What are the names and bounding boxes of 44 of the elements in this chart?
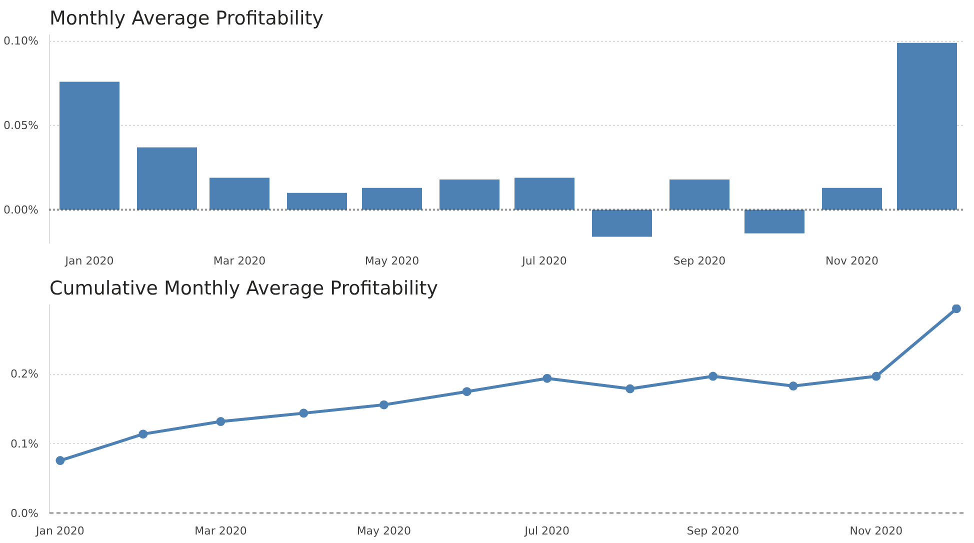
point: [216, 417, 226, 426]
y-tick-label: 0.00%: [4, 203, 39, 216]
point: [138, 430, 148, 439]
bar: [60, 82, 120, 210]
x-tick-label: Jan 2020: [64, 254, 114, 268]
point: [708, 372, 718, 381]
point: [872, 372, 881, 381]
y-tick-label: 0.10%: [4, 34, 39, 48]
y-tick-label: 0.1%: [10, 437, 39, 450]
x-tick-label: Nov 2020: [826, 254, 878, 268]
x-tick-label: May 2020: [364, 254, 420, 268]
bar: [440, 179, 500, 210]
x-tick-label: May 2020: [356, 524, 412, 538]
bar: [897, 42, 957, 210]
x-tick-label: Sep 2020: [673, 254, 726, 268]
point: [299, 408, 308, 418]
bar: [592, 210, 652, 237]
x-tick-label: Nov 2020: [850, 524, 903, 538]
y-tick-label: 0.0%: [10, 507, 39, 520]
point: [56, 456, 65, 466]
x-tick-label: Jul 2020: [521, 254, 567, 268]
point: [462, 387, 472, 396]
chart-title: Monthly Average Profitability: [50, 8, 324, 30]
y-tick-label: 0.2%: [10, 368, 39, 381]
point: [626, 384, 635, 394]
bar: [822, 188, 882, 210]
bar: [287, 192, 347, 210]
point: [379, 400, 388, 410]
bar: [670, 179, 730, 210]
point: [788, 382, 798, 390]
bar: [514, 178, 574, 210]
x-tick-label: Mar 2020: [213, 254, 266, 268]
bar: [744, 210, 804, 234]
point: [542, 374, 552, 383]
bar: [210, 178, 270, 210]
x-tick-label: Sep 2020: [686, 524, 740, 538]
point: [952, 304, 961, 314]
y-tick-label: 0.05%: [4, 119, 39, 132]
chart-title: Cumulative Monthly Average Profitability: [50, 278, 438, 300]
bar: [137, 147, 197, 210]
x-tick-label: Jul 2020: [524, 524, 570, 538]
x-tick-label: Mar 2020: [194, 524, 247, 538]
bar: [362, 188, 422, 210]
x-tick-label: Jan 2020: [34, 524, 84, 538]
